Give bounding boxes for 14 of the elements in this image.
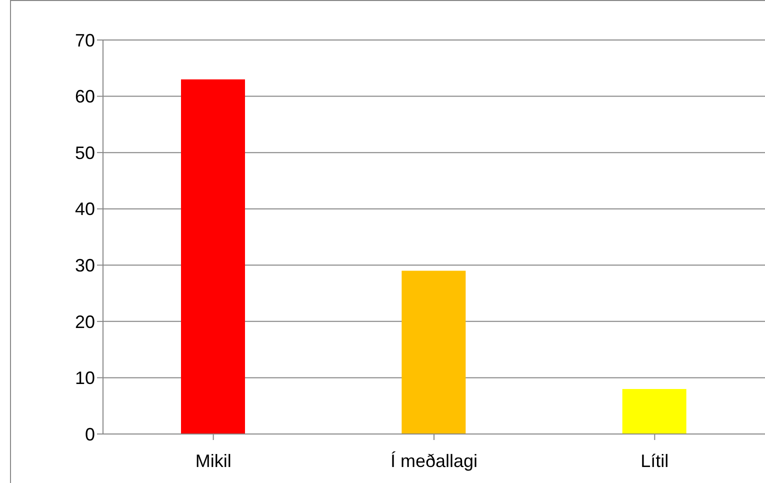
bar xyxy=(622,388,686,434)
x-tick-label: Lítil xyxy=(640,450,669,471)
x-tick-label: Mikil xyxy=(195,450,232,471)
y-tick-label: 60 xyxy=(74,86,95,107)
bar xyxy=(402,270,466,434)
y-tick-label: 40 xyxy=(74,199,95,220)
y-tick-label: 20 xyxy=(74,312,95,332)
y-tick-label: 30 xyxy=(74,256,95,276)
y-tick-label: 10 xyxy=(74,368,95,388)
bar xyxy=(181,79,245,434)
y-tick-label: 50 xyxy=(74,142,95,163)
y-tick-label: 70 xyxy=(74,30,95,50)
x-tick-label: Í meðallagi xyxy=(390,450,478,471)
y-tick-label: 0 xyxy=(84,424,95,444)
